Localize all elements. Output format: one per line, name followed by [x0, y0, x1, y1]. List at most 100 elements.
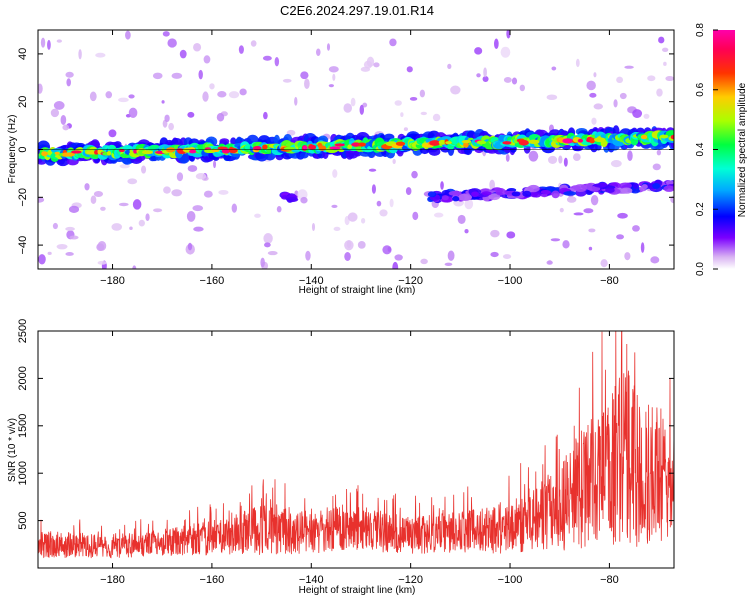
heatmap-speckle [433, 212, 444, 218]
heatmap-speckle [38, 254, 46, 265]
heatmap-speckle [203, 190, 213, 198]
heatmap-cell [286, 197, 299, 203]
heatmap-speckle [97, 240, 107, 251]
heatmap-speckle [590, 195, 599, 206]
heatmap-speckle [464, 229, 469, 234]
heatmap-speckle [420, 258, 428, 265]
heatmap-speckle [420, 111, 427, 116]
x-tick-label: −180 [100, 574, 125, 586]
heatmap-speckle [457, 214, 466, 225]
heatmap-cell [641, 184, 648, 190]
heatmap-cell [670, 134, 674, 140]
heatmap-speckle [658, 36, 665, 44]
heatmap-speckle [550, 238, 561, 242]
heatmap-speckle [665, 76, 674, 82]
heatmap-speckle [331, 204, 338, 209]
heatmap-cell [141, 150, 153, 155]
heatmap-cell [303, 145, 308, 150]
heatmap-speckle [506, 30, 511, 39]
heatmap-speckle [203, 55, 211, 64]
x-tick-label: −180 [100, 275, 125, 287]
heatmap-cell [41, 151, 48, 157]
colorbar-ticks: 0.0 0.2 0.4 0.6 0.8 [695, 23, 718, 276]
heatmap-cell [620, 187, 633, 194]
heatmap-speckle [300, 71, 309, 80]
heatmap-speckle [254, 213, 261, 218]
heatmap-cell [476, 140, 487, 145]
heatmap-cell [503, 146, 512, 154]
heatmap-speckle [38, 83, 43, 94]
heatmap-speckle [360, 66, 371, 72]
heatmap-speckle [328, 66, 339, 73]
heatmap-speckle [198, 69, 203, 80]
heatmap-speckle [263, 111, 268, 120]
x-tick-label: −120 [398, 275, 423, 287]
heatmap-speckle [52, 222, 58, 230]
x-tick-label: −80 [600, 275, 619, 287]
heatmap-speckle [187, 165, 198, 172]
heatmap-cell [189, 149, 197, 154]
heatmap-speckle [263, 233, 273, 244]
colorbar-tick-label: 0.8 [695, 23, 706, 37]
heatmap-speckle [412, 211, 419, 221]
heatmap-speckle [274, 57, 280, 67]
x-tick-label: −80 [600, 574, 619, 586]
y-tick-label: 2500 [17, 319, 29, 343]
heatmap-speckle [361, 217, 366, 224]
heatmap-speckle [89, 91, 97, 102]
heatmap-speckle [69, 235, 79, 240]
heatmap-cell [318, 145, 327, 151]
heatmap-speckle [264, 242, 271, 248]
heatmap-speckle [419, 89, 426, 98]
heatmap-speckle [546, 260, 553, 265]
heatmap-speckle [171, 72, 183, 79]
colorbar-tick-label: 0.2 [695, 202, 706, 216]
heatmap-speckle [192, 205, 204, 212]
heatmap-speckle [326, 43, 331, 51]
heatmap-speckle [617, 212, 628, 219]
heatmap-speckle [593, 103, 603, 110]
heatmap-cell [573, 184, 587, 193]
heatmap-speckle [656, 149, 662, 156]
heatmap-speckle [447, 250, 455, 261]
heatmap-speckle [90, 195, 97, 204]
heatmap-speckle [209, 83, 215, 90]
heatmap-cell [471, 191, 479, 198]
heatmap-speckle [118, 202, 129, 207]
heatmap-speckle [47, 39, 51, 50]
heatmap-speckle [38, 197, 45, 203]
heatmap-cell [511, 191, 521, 197]
heatmap-speckle [589, 92, 597, 98]
heatmap-speckle [132, 199, 142, 210]
heatmap-speckle [432, 113, 441, 122]
heatmap-speckle [591, 117, 597, 125]
heatmap-speckle [217, 90, 227, 98]
heatmap-speckle [551, 66, 557, 71]
heatmap-cell [551, 190, 560, 199]
y-tick-label: 0 [17, 146, 29, 152]
heatmap-speckle [168, 122, 174, 131]
x-tick-label: −120 [398, 574, 423, 586]
heatmap-cell [448, 190, 462, 196]
heatmap-speckle [616, 76, 624, 84]
heatmap-speckle [65, 71, 74, 78]
heatmap-speckle [66, 78, 71, 87]
heatmap-speckle [588, 228, 596, 233]
heatmap-speckle [474, 47, 483, 55]
heatmap-speckle [161, 100, 165, 104]
heatmap-speckle [362, 102, 368, 108]
heatmap-speckle [600, 259, 608, 268]
heatmap-speckle [371, 184, 376, 194]
heatmap-cell [441, 189, 451, 196]
heatmap-speckle [640, 242, 645, 253]
heatmap-cell [441, 195, 449, 201]
heatmap-cell [165, 147, 176, 153]
heatmap-cell [429, 140, 441, 146]
heatmap-speckle [619, 92, 627, 100]
heatmap-speckle [186, 210, 196, 222]
heatmap-cell [438, 139, 447, 145]
heatmap-panel: −180 −160 −140 −120 −100 −80 −40 −20 0 20 40 Heig… [7, 29, 675, 296]
heatmap-speckle [624, 252, 631, 261]
heatmap-speckle [97, 260, 107, 265]
heatmap-speckle [559, 207, 564, 213]
